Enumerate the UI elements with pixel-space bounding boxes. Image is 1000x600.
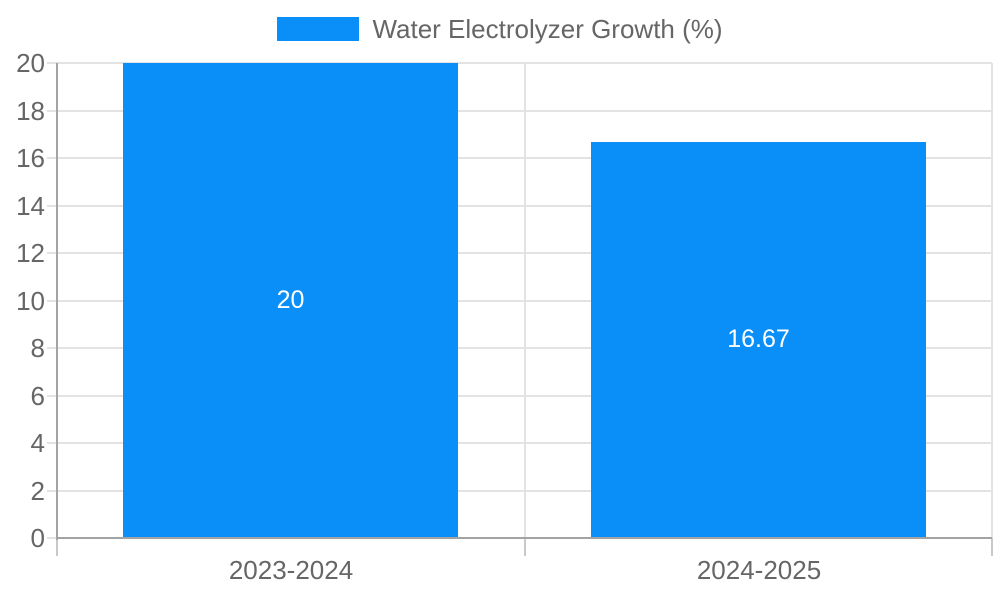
- y-axis-tick: [47, 62, 57, 64]
- x-axis-tick: [991, 538, 993, 556]
- bar-value-label: 20: [276, 286, 305, 314]
- y-axis-tick: [47, 489, 57, 492]
- chart-legend[interactable]: Water Electrolyzer Growth (%): [0, 14, 1000, 44]
- y-axis-tick: [47, 394, 57, 397]
- y-axis-tick: [47, 157, 57, 159]
- bar-value-label: 16.67: [727, 325, 790, 353]
- y-axis-line: [56, 63, 58, 540]
- y-axis-tick: [47, 537, 57, 539]
- x-axis-tick: [56, 538, 58, 556]
- y-axis-tick: [47, 442, 57, 444]
- bar-2023-2024[interactable]: [123, 63, 458, 538]
- legend-label: Water Electrolyzer Growth (%): [372, 14, 723, 44]
- x-gridline: [523, 63, 526, 538]
- x-gridline: [991, 63, 993, 538]
- y-tick-label: 12: [16, 238, 45, 268]
- x-axis-tick: [523, 538, 526, 556]
- y-tick-label: 14: [16, 190, 45, 221]
- y-tick-label: 4: [30, 428, 45, 458]
- y-axis-tick: [47, 347, 57, 349]
- legend-swatch-icon: [277, 17, 360, 41]
- y-tick-label: 10: [16, 285, 45, 316]
- y-tick-label: 8: [30, 333, 45, 363]
- y-tick-label: 16: [16, 143, 45, 173]
- y-tick-label: 2: [30, 475, 45, 506]
- x-tick-label: 2024-2025: [696, 555, 822, 585]
- y-tick-label: 18: [16, 95, 45, 126]
- y-axis-tick: [47, 252, 57, 254]
- bar-2024-2025[interactable]: [591, 142, 926, 538]
- y-tick-label: 0: [30, 523, 45, 553]
- y-axis-tick: [47, 204, 57, 207]
- x-tick-label: 2023-2024: [228, 555, 354, 585]
- x-axis-line: [57, 537, 992, 539]
- y-tick-label: 6: [30, 380, 45, 411]
- y-axis-tick: [47, 299, 57, 302]
- y-axis-tick: [47, 109, 57, 112]
- y-tick-label: 20: [16, 48, 45, 78]
